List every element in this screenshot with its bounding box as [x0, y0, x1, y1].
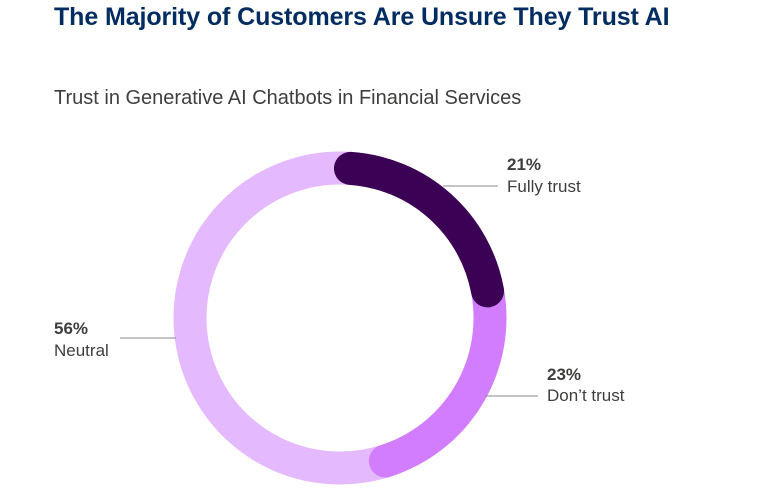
category-label-fully-trust: Fully trust	[507, 177, 581, 196]
page-title: The Majority of Customers Are Unsure The…	[54, 3, 670, 31]
donut-slice-neutral	[173, 151, 402, 485]
chart-title: Trust in Generative AI Chatbots in Finan…	[54, 87, 522, 109]
pct-label-fully-trust: 21%	[507, 155, 541, 174]
donut-arcs	[173, 151, 507, 485]
category-label-dont-trust: Don’t trust	[547, 386, 625, 405]
pct-label-dont-trust: 23%	[547, 365, 581, 384]
category-label-neutral: Neutral	[54, 341, 109, 360]
pct-label-neutral: 56%	[54, 319, 88, 338]
donut-slice-don-t-trust	[368, 274, 507, 478]
donut-slice-fully-trust	[333, 151, 505, 308]
